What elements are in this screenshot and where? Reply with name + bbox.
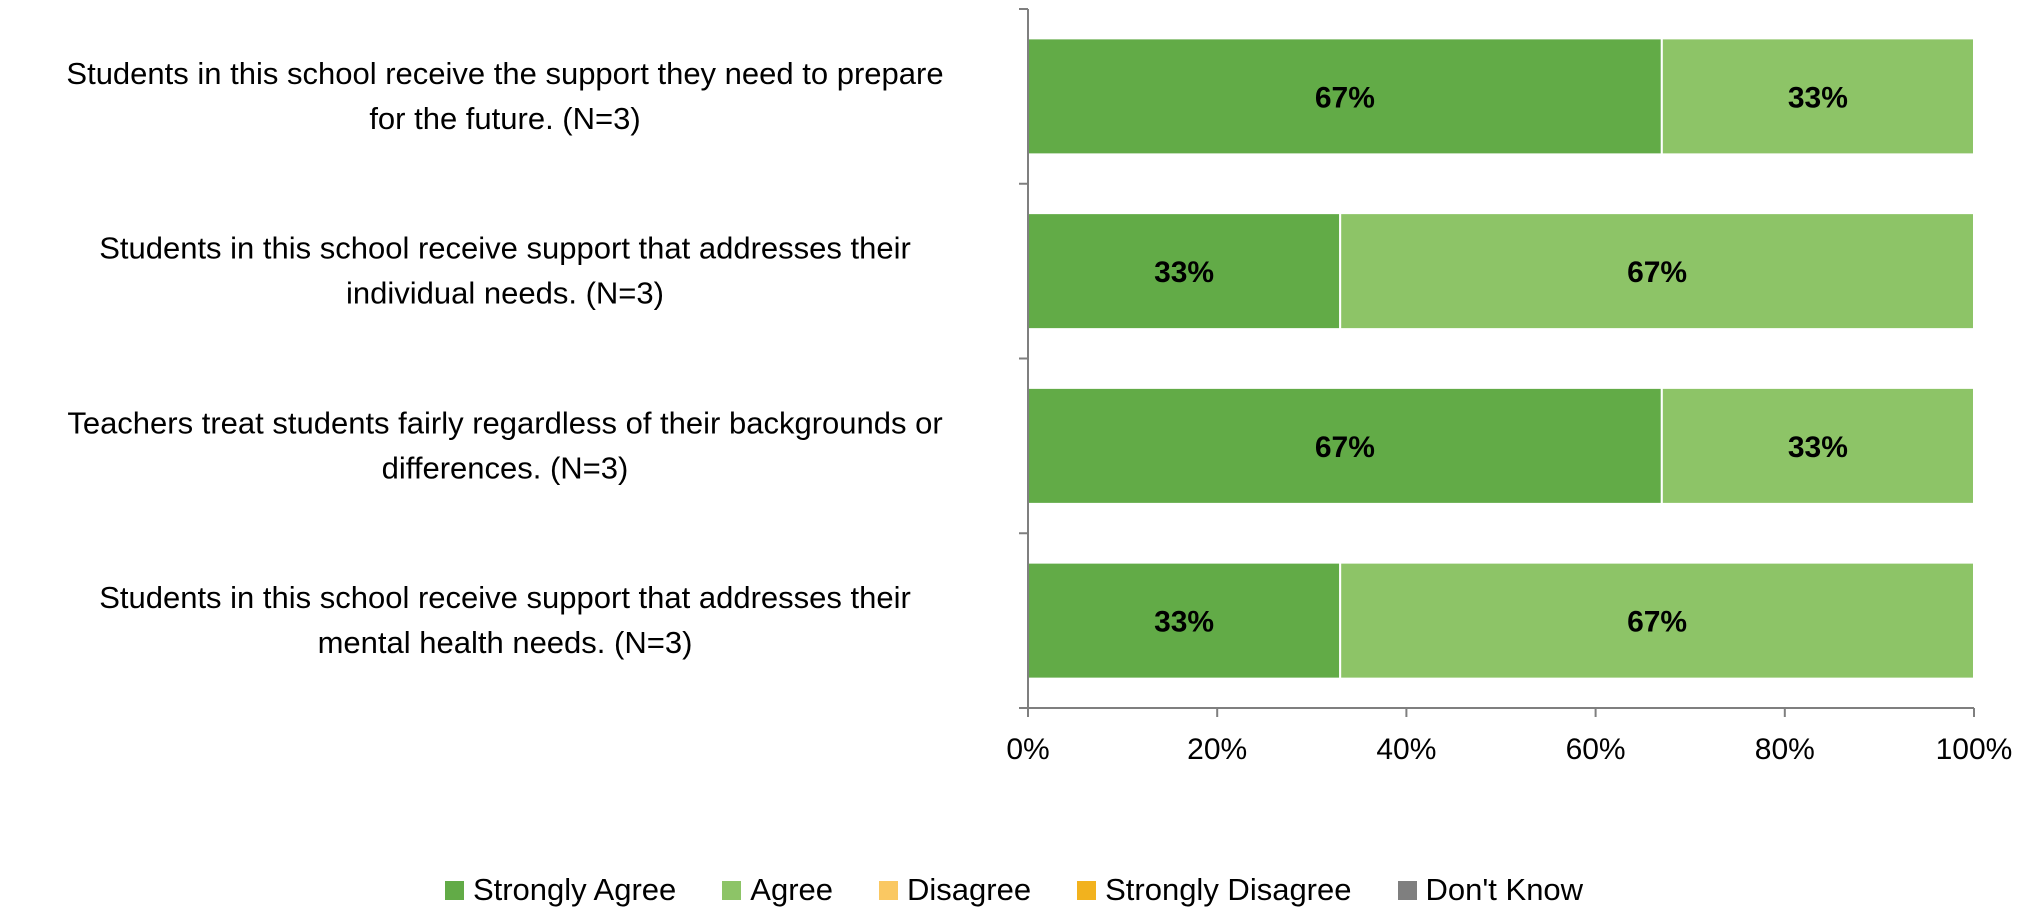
data-labels-group: 67% 33% 33% 67% 67% 33% 33% 67% <box>1154 81 1848 638</box>
bar-segment-strongly-agree-row-4 <box>1027 561 1342 680</box>
data-label-strongly-agree-row-3: 67% <box>1315 431 1375 464</box>
data-label-agree-row-2: 67% <box>1627 256 1687 289</box>
legend-label-agree: Agree <box>750 872 834 907</box>
category-label-row-1-line-2: for the future. (N=3) <box>369 101 640 136</box>
data-label-agree-row-1: 33% <box>1788 81 1848 114</box>
category-label-row-2-line-2: individual needs. (N=3) <box>346 276 664 311</box>
data-label-agree-row-3: 33% <box>1788 431 1848 464</box>
data-label-strongly-agree-row-2: 33% <box>1154 256 1214 289</box>
category-label-row-3-line-1: Teachers treat students fairly regardles… <box>67 405 942 440</box>
legend-swatch-strongly-agree <box>444 880 464 900</box>
legend-label-disagree: Disagree <box>907 872 1032 907</box>
legend-item-disagree: Disagree <box>879 872 1031 908</box>
data-label-strongly-agree-row-1: 67% <box>1315 81 1375 114</box>
category-label-row-2-line-1: Students in this school receive support … <box>99 231 911 266</box>
bar-chart: 67% 33% 33% 67% 67% 33% 33% 67% Students in thi… <box>66 8 2012 766</box>
bar-segment-strongly-agree-row-2 <box>1027 212 1342 331</box>
axes-group <box>1019 8 1974 709</box>
legend-item-agree: Agree <box>722 872 833 908</box>
legend-swatch-agree <box>722 880 742 900</box>
legend-swatch-disagree <box>879 880 899 900</box>
data-label-strongly-agree-row-4: 33% <box>1154 606 1214 639</box>
category-label-row-4-line-1: Students in this school receive support … <box>99 580 911 615</box>
x-tick-label-80: 80% <box>1755 733 1815 766</box>
legend-label-don-t-know: Don't Know <box>1425 872 1584 907</box>
x-ticks-group: 0% 20% 40% 60% 80% 100% <box>1006 708 2012 766</box>
x-tick-label-60: 60% <box>1566 733 1626 766</box>
legend: Strongly Agree Agree Disagree Strongly Disa… <box>0 870 2028 910</box>
x-tick-label-40: 40% <box>1376 733 1436 766</box>
bar-segment-strongly-agree-row-3 <box>1027 386 1663 505</box>
x-tick-label-0: 0% <box>1006 733 1049 766</box>
x-tick-label-100: 100% <box>1936 733 2013 766</box>
bar-segment-agree-row-4 <box>1339 561 1976 680</box>
category-label-row-4-line-2: mental health needs. (N=3) <box>318 625 693 660</box>
category-label-row-1-line-1: Students in this school receive the supp… <box>66 56 943 91</box>
legend-item-don-t-know: Don't Know <box>1397 872 1584 908</box>
category-label-row-3-line-2: differences. (N=3) <box>382 450 629 485</box>
bar-segment-agree-row-1 <box>1660 37 1975 156</box>
data-label-agree-row-4: 67% <box>1627 606 1687 639</box>
legend-item-strongly-agree: Strongly Agree <box>444 872 677 908</box>
category-labels-group: Students in this school receive the supp… <box>66 56 943 660</box>
x-tick-label-20: 20% <box>1187 733 1247 766</box>
bar-segment-agree-row-3 <box>1660 386 1975 505</box>
legend-item-strongly-disagree: Strongly Disagree <box>1077 872 1352 908</box>
legend-swatch-don-t-know <box>1397 880 1417 900</box>
legend-label-strongly-disagree: Strongly Disagree <box>1105 872 1352 907</box>
legend-swatch-strongly-disagree <box>1077 880 1097 900</box>
bar-segment-agree-row-2 <box>1339 212 1976 331</box>
bar-segment-strongly-agree-row-1 <box>1027 37 1663 156</box>
legend-label-strongly-agree: Strongly Agree <box>472 872 677 907</box>
bars-group <box>1027 37 1976 680</box>
